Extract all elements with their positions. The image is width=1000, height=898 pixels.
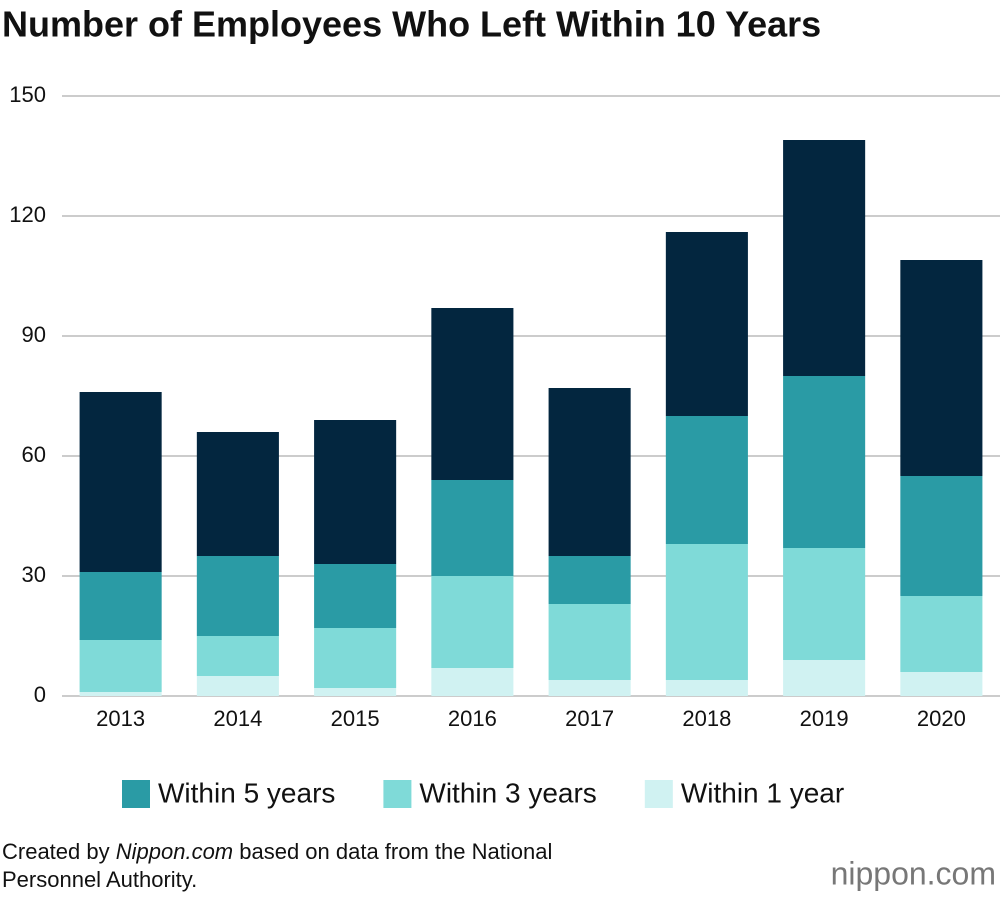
bar-segment bbox=[665, 544, 748, 680]
legend-swatch bbox=[383, 780, 412, 808]
legend-label: Within 3 years bbox=[419, 777, 596, 808]
bar-segment bbox=[314, 420, 397, 564]
footnote: Created by Nippon.com based on data from… bbox=[2, 838, 652, 894]
footnote-source: Nippon.com bbox=[115, 839, 234, 864]
bar-segment bbox=[783, 140, 866, 376]
x-tick-label: 2014 bbox=[213, 706, 262, 731]
legend-swatch bbox=[122, 780, 150, 808]
y-tick-label: 90 bbox=[22, 322, 46, 347]
bar-segment bbox=[548, 604, 631, 680]
chart-title: Number of Employees Who Left Within 10 Y… bbox=[2, 4, 821, 45]
bar-segment bbox=[783, 548, 866, 660]
footnote-text: based on data from the National Personne… bbox=[2, 839, 553, 892]
logo: nippon.com bbox=[831, 855, 996, 891]
bar-segment bbox=[314, 628, 397, 688]
bar-segment bbox=[79, 640, 162, 692]
x-tick-label: 2018 bbox=[682, 706, 731, 731]
bar-segment bbox=[431, 308, 514, 480]
y-tick-label: 150 bbox=[9, 82, 46, 107]
x-tick-label: 2015 bbox=[331, 706, 380, 731]
bar-segment bbox=[196, 636, 279, 676]
x-tick-label: 2017 bbox=[565, 706, 614, 731]
bar-segment bbox=[900, 476, 983, 596]
bar-segment bbox=[900, 596, 983, 672]
bar-segment bbox=[196, 432, 279, 556]
bar-segment bbox=[665, 416, 748, 544]
legend-label: Within 5 years bbox=[158, 777, 335, 808]
bar-segment bbox=[196, 556, 279, 636]
bar-segment bbox=[548, 556, 631, 604]
bar-segment bbox=[431, 576, 514, 668]
bar-segment bbox=[548, 388, 631, 556]
x-tick-label: 2020 bbox=[917, 706, 966, 731]
bar-segment bbox=[665, 232, 748, 416]
bar-segment bbox=[783, 376, 866, 548]
x-tick-label: 2016 bbox=[448, 706, 497, 731]
bar-segment bbox=[314, 564, 397, 628]
bar-segment bbox=[900, 260, 983, 476]
bar-segment bbox=[196, 676, 279, 696]
bar-segment bbox=[783, 660, 866, 696]
y-tick-label: 0 bbox=[34, 682, 46, 707]
legend-label: Within 1 year bbox=[681, 777, 844, 808]
bar-segment bbox=[314, 688, 397, 696]
bar-segment bbox=[900, 672, 983, 696]
bar-segment bbox=[548, 680, 631, 696]
y-tick-label: 30 bbox=[22, 562, 46, 587]
bar-segment bbox=[79, 692, 162, 696]
x-tick-label: 2013 bbox=[96, 706, 145, 731]
bar-segment bbox=[79, 392, 162, 572]
x-tick-label: 2019 bbox=[800, 706, 849, 731]
legend-swatch bbox=[644, 780, 673, 808]
footnote-text: Created by bbox=[2, 839, 116, 864]
y-tick-label: 120 bbox=[9, 202, 46, 227]
bar-segment bbox=[431, 668, 514, 696]
bar-segment bbox=[79, 572, 162, 640]
bar-segment bbox=[665, 680, 748, 696]
bar-segment bbox=[431, 480, 514, 576]
y-tick-label: 60 bbox=[22, 442, 46, 467]
